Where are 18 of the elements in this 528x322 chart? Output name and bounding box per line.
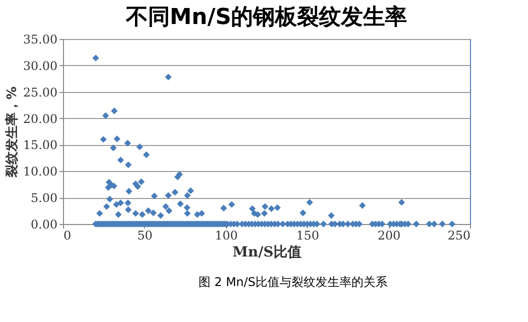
y-tick-label: 0.00 — [30, 218, 58, 232]
y-tick-label: 10.00 — [23, 164, 58, 179]
x-tick-label: 200 — [378, 228, 401, 242]
y-tick-label: 30.00 — [23, 58, 58, 73]
x-tick-label: 50 — [137, 228, 153, 242]
y-tick-label: 25.00 — [23, 85, 58, 100]
x-axis-title: Mn/S比值 — [232, 244, 302, 260]
y-tick-label: 20.00 — [23, 112, 58, 126]
x-tick-label: 0 — [64, 228, 72, 242]
x-tick-label: 100 — [214, 228, 238, 242]
x-tick-label: 250 — [448, 228, 470, 242]
y-tick-label: 5.00 — [30, 191, 58, 206]
caption: 图 2 Mn/S比值与裂纹发生率的关系 — [198, 275, 388, 289]
x-tick-label: 150 — [296, 228, 320, 242]
y-tick-label: 35.00 — [23, 32, 58, 46]
y-axis-title: 裂纹发生率，% — [4, 86, 20, 179]
y-tick-label: 15.00 — [23, 138, 58, 152]
chart-title: 不同Mn/S的钢板裂纹发生率 — [124, 4, 408, 30]
